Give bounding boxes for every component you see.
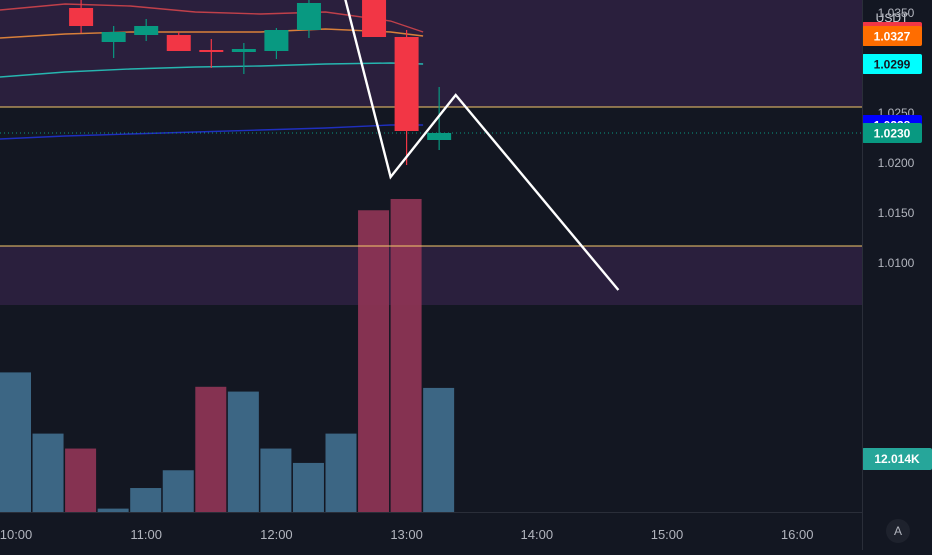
moving-average-2	[0, 62, 424, 78]
candles	[69, 0, 452, 165]
candle-body	[199, 50, 224, 52]
price-tick: 1.0200	[878, 156, 915, 170]
candle-7	[296, 0, 321, 38]
moving-average-3	[0, 124, 424, 140]
volume-bar-10	[325, 433, 357, 512]
price-tick: 1.0350	[878, 6, 915, 20]
volume-bars	[0, 198, 455, 513]
price-badge-label: 1.0327	[874, 30, 911, 44]
price-badge-label: 1.0230	[874, 127, 911, 141]
volume-bar-11	[358, 210, 390, 512]
projection-path	[344, 0, 620, 291]
candle-body	[231, 49, 256, 52]
volume-bar-7	[227, 391, 259, 512]
candle-8	[362, 0, 387, 37]
time-tick: 11:00	[130, 527, 162, 542]
time-tick: 16:00	[781, 527, 814, 542]
candle-body	[69, 8, 94, 26]
time-tick: 14:00	[521, 527, 554, 542]
volume-bar-0	[0, 372, 31, 512]
candle-1	[101, 26, 126, 58]
volume-bar-5	[162, 470, 194, 512]
price-axis: USDT1.03501.02501.02001.01501.01001.0331…	[862, 6, 932, 470]
price-badge-2: 1.0299	[862, 54, 922, 74]
volume-bar-9	[292, 462, 324, 512]
price-badge-bg	[862, 54, 922, 74]
candle-body	[101, 32, 126, 42]
zone-1	[0, 246, 862, 305]
volume-bar-1	[32, 433, 64, 512]
volume-badge-bg	[862, 448, 932, 470]
candle-2	[134, 19, 159, 41]
time-tick: 12:00	[260, 527, 293, 542]
volume-bar-13	[423, 387, 455, 512]
highlight-zones	[0, 0, 862, 305]
volume-bar-2	[65, 448, 97, 512]
volume-badge: 12.014K	[862, 448, 932, 470]
price-tick: 1.0100	[878, 256, 915, 270]
candle-10	[427, 87, 452, 150]
volume-badge-label: 12.014K	[874, 452, 920, 466]
candle-0	[69, 0, 94, 33]
volume-bar-3	[97, 508, 129, 512]
auto-scale-button[interactable]: A	[886, 519, 910, 543]
zone-0	[0, 0, 862, 107]
candle-body	[264, 30, 289, 51]
price-axis-currency: USDT	[876, 11, 909, 25]
candle-body	[394, 37, 419, 131]
volume-bar-12	[390, 198, 422, 513]
volume-bar-8	[260, 448, 292, 512]
candle-body	[166, 35, 191, 51]
price-badge-1: 1.0327	[862, 26, 922, 46]
time-tick: 10:00	[0, 527, 32, 542]
volume-bar-6	[195, 386, 227, 512]
candle-4	[199, 39, 224, 68]
price-badge-bg	[862, 26, 922, 46]
time-tick: 13:00	[390, 527, 423, 542]
candle-6	[264, 28, 289, 59]
time-axis: 10:00 11:00 12:00 13:00 14:00 15:00 16:00	[0, 0, 863, 550]
volume-bar-4	[130, 488, 162, 512]
candle-3	[166, 32, 191, 51]
candle-body	[362, 0, 387, 37]
price-badge-4: 1.0230	[862, 123, 922, 143]
candle-5	[231, 43, 256, 74]
price-badge-label: 1.0299	[874, 58, 911, 72]
price-tick: 1.0150	[878, 206, 915, 220]
candle-body	[296, 3, 321, 30]
candle-body	[134, 26, 159, 35]
price-badge-bg	[862, 123, 922, 143]
time-axis-panel	[0, 512, 932, 550]
time-tick: 15:00	[651, 527, 684, 542]
candle-body	[427, 133, 452, 140]
horizontal-levels	[0, 106, 862, 247]
candle-9	[394, 30, 419, 165]
